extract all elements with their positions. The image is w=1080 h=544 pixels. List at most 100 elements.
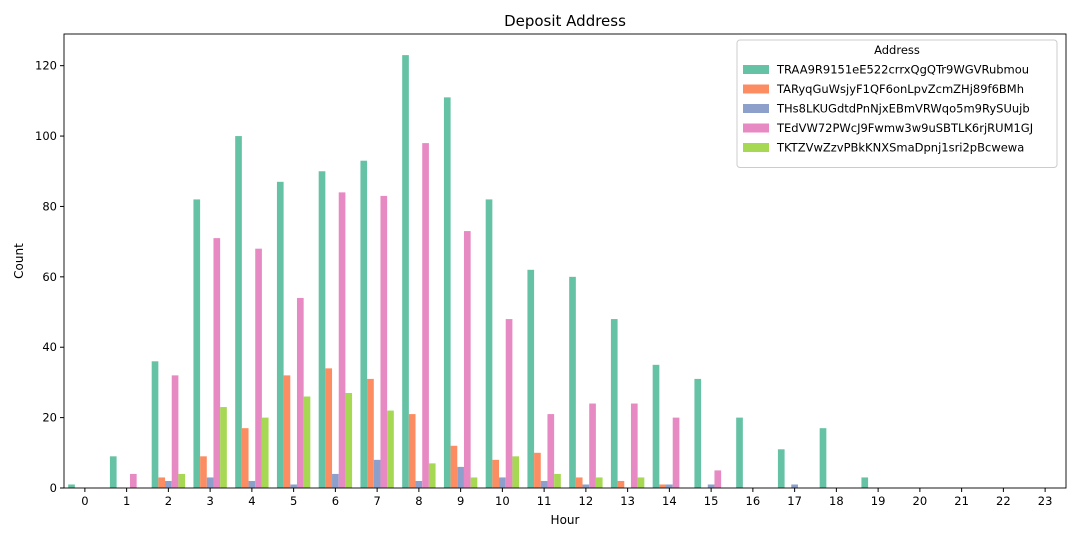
- bar-9-series-1: [450, 445, 458, 488]
- bar-2-series-2: [165, 480, 172, 488]
- bar-4-series-4: [261, 417, 269, 488]
- x-tick-label: 10: [495, 494, 510, 508]
- bar-12-series-4: [595, 477, 603, 488]
- bar-11-series-3: [547, 414, 555, 488]
- bar-3-series-1: [200, 456, 207, 488]
- bar-15-series-2: [707, 484, 715, 488]
- bar-6-series-2: [332, 473, 339, 488]
- bar-8-series-0: [402, 55, 409, 489]
- bar-8-series-1: [408, 414, 416, 488]
- bar-10-series-4: [512, 456, 520, 488]
- y-axis-label: Count: [12, 243, 26, 279]
- bar-12-series-0: [569, 276, 576, 488]
- legend-entry-label: TEdVW72PWcJ9Fwmw3w9uSBTLK6rjRUM1GJ: [776, 121, 1033, 135]
- x-tick-label: 5: [290, 494, 297, 508]
- bar-1-series-3: [129, 473, 137, 488]
- bar-15-series-3: [714, 470, 722, 488]
- bar-8-series-2: [415, 480, 423, 488]
- legend-entry-label: THs8LKUGdtdPnNjxEBmVRWqo5m9RySUujb: [776, 102, 1030, 116]
- y-tick-label: 120: [35, 59, 57, 73]
- bar-17-series-0: [777, 449, 785, 488]
- x-tick-label: 0: [81, 494, 88, 508]
- x-tick-label: 7: [373, 494, 380, 508]
- bar-15-series-0: [694, 378, 702, 488]
- bar-10-series-3: [505, 319, 513, 488]
- x-tick-label: 4: [248, 494, 255, 508]
- axes-layer: 0 1 2 3 4 5 6 7 8 9 10 11 12 13 14 15 16 17 18 19 20 21 22 2302…: [35, 33, 1067, 508]
- y-tick-label: 0: [50, 481, 57, 495]
- bar-9-series-3: [463, 231, 471, 488]
- bar-12-series-2: [582, 484, 590, 488]
- bar-5-series-4: [303, 396, 311, 488]
- bar-5-series-0: [276, 181, 284, 488]
- x-tick-label: 19: [871, 494, 886, 508]
- legend-swatch: [743, 84, 769, 94]
- bar-13-series-3: [630, 403, 638, 488]
- x-tick-label: 9: [457, 494, 464, 508]
- bar-10-series-0: [485, 199, 493, 488]
- legend-entry-label: TRAA9R9151eE522crrxQgQTr9WGVRubmou: [776, 63, 1029, 77]
- bar-13-series-1: [617, 480, 625, 488]
- bar-7-series-1: [367, 378, 374, 488]
- x-tick-label: 16: [746, 494, 761, 508]
- bar-8-series-3: [422, 143, 429, 488]
- bar-13-series-0: [610, 319, 618, 488]
- bar-5-series-1: [283, 375, 291, 488]
- bar-5-series-2: [290, 484, 297, 488]
- legend-box: [736, 39, 1058, 168]
- bar-6-series-1: [325, 368, 333, 488]
- bar-3-series-4: [220, 407, 227, 488]
- bar-16-series-0: [736, 417, 743, 488]
- bar-10-series-2: [499, 477, 506, 488]
- bar-7-series-4: [387, 410, 394, 488]
- x-tick-label: 2: [165, 494, 172, 508]
- bar-18-series-0: [819, 428, 827, 488]
- bar-14-series-0: [652, 364, 660, 488]
- x-tick-label: 8: [415, 494, 422, 508]
- plot-frame: [63, 33, 1067, 489]
- bar-14-series-2: [666, 484, 673, 488]
- bar-8-series-4: [428, 463, 436, 488]
- bar-11-series-2: [540, 480, 548, 488]
- bar-5-series-3: [296, 297, 304, 488]
- legend-swatch: [743, 65, 769, 74]
- bar-1-series-0: [109, 456, 117, 488]
- bar-2-series-0: [151, 361, 159, 488]
- bar-7-series-3: [380, 195, 388, 488]
- y-tick-label: 60: [42, 270, 57, 284]
- bar-11-series-4: [554, 473, 561, 488]
- x-tick-label: 14: [662, 494, 677, 508]
- x-tick-label: 15: [704, 494, 719, 508]
- legend-swatch: [743, 123, 769, 133]
- bar-10-series-1: [492, 459, 500, 488]
- x-tick-label: 18: [829, 494, 844, 508]
- bar-11-series-1: [534, 452, 541, 488]
- bar-6-series-0: [318, 171, 326, 488]
- bar-9-series-2: [457, 466, 464, 488]
- chart-title: Deposit Address: [504, 12, 626, 30]
- bar-2-series-3: [171, 375, 179, 488]
- bar-12-series-1: [575, 477, 583, 488]
- bar-11-series-0: [527, 269, 535, 488]
- x-axis-label: Hour: [551, 513, 580, 527]
- x-tick-label: 23: [1038, 494, 1053, 508]
- y-tick-label: 20: [42, 411, 57, 425]
- bar-7-series-2: [373, 459, 381, 488]
- bar-4-series-2: [248, 480, 256, 488]
- legend-entry-label: TKTZVwZzvPBkKNXSmaDpnj1sri2pBcwewa: [776, 141, 1024, 155]
- legend-entry-label: TARyqGuWsjyF1QF6onLpvZcmZHj89f6BMh: [776, 82, 1024, 96]
- legend-swatch: [743, 143, 769, 152]
- bar-2-series-1: [158, 477, 166, 488]
- x-tick-label: 3: [206, 494, 213, 508]
- x-tick-label: 20: [913, 494, 928, 508]
- bar-14-series-3: [672, 417, 680, 488]
- bar-6-series-4: [345, 392, 353, 488]
- bar-14-series-1: [659, 484, 667, 488]
- legend: Address TRAA9R9151eE522crrxQgQTr9WGVRubmo…: [736, 39, 1058, 168]
- bar-2-series-4: [178, 473, 186, 488]
- x-tick-label: 1: [123, 494, 130, 508]
- bar-17-series-2: [791, 484, 798, 488]
- bar-3-series-2: [206, 477, 214, 488]
